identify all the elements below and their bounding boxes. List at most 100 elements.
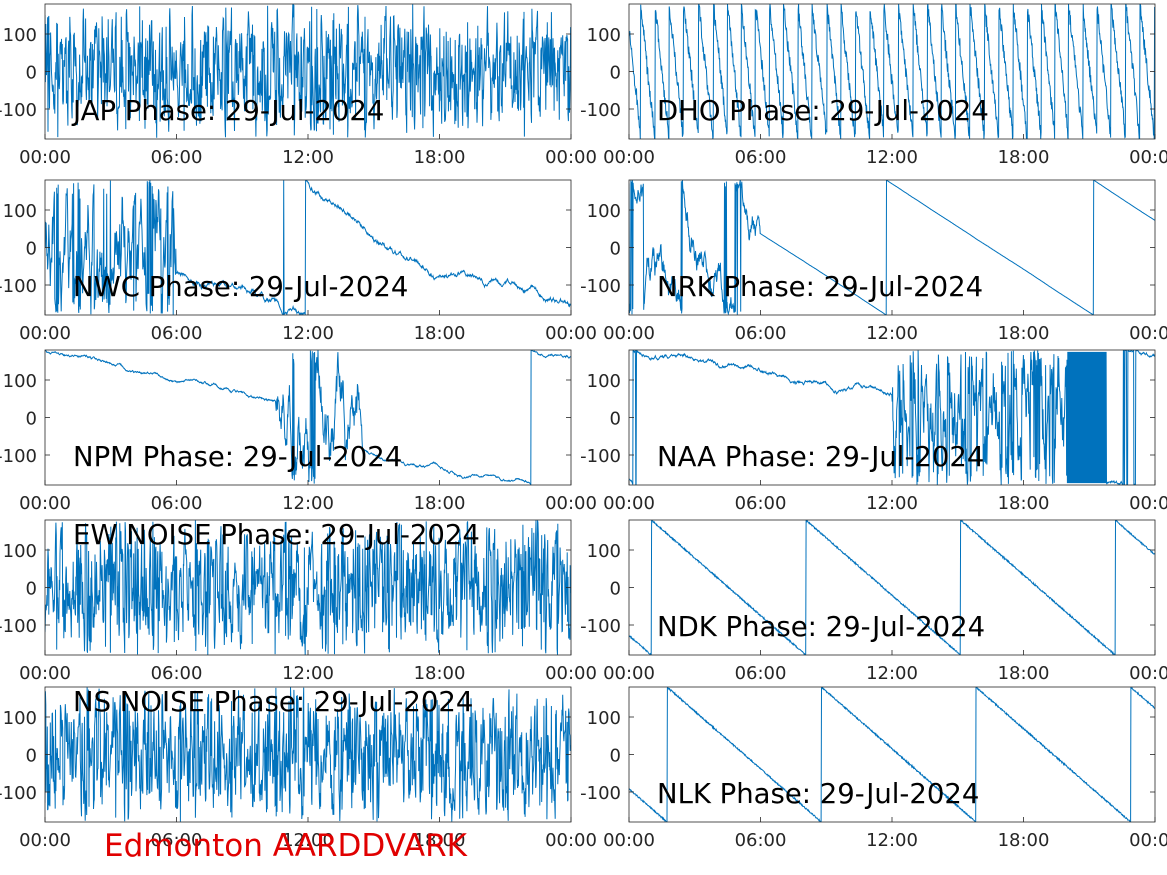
x-tick-label: 06:00 xyxy=(735,147,787,168)
subplot-title: DHO Phase: 29-Jul-2024 xyxy=(657,95,989,127)
y-tick-label: 100 xyxy=(587,708,621,729)
x-tick-label: 18:00 xyxy=(998,323,1050,344)
phase-series-line xyxy=(629,687,1155,822)
x-tick-label: 06:00 xyxy=(151,493,203,514)
x-tick-label: 18:00 xyxy=(998,663,1050,684)
phase-series-line xyxy=(629,520,1155,655)
x-tick-label: 12:00 xyxy=(866,147,918,168)
subplot-title: EW NOISE Phase: 29-Jul-2024 xyxy=(73,519,480,551)
y-tick-label: -100 xyxy=(580,783,621,804)
x-tick-label: 06:00 xyxy=(151,323,203,344)
x-tick-label: 06:00 xyxy=(151,147,203,168)
phase-series-line xyxy=(45,687,571,822)
x-tick-label: 00:00 xyxy=(1129,493,1167,514)
x-tick-label: 00:00 xyxy=(603,830,655,851)
phase-series-line xyxy=(45,4,571,138)
x-tick-label: 12:00 xyxy=(866,830,918,851)
x-tick-label: 00:00 xyxy=(545,323,597,344)
subplot-8: 100 0 -100 00:00 06:00 12:00 18:00 00:00 NS NOIS… xyxy=(0,686,597,851)
y-tick-label: 0 xyxy=(610,239,621,260)
x-tick-label: 06:00 xyxy=(735,663,787,684)
x-tick-label: 06:00 xyxy=(151,663,203,684)
y-tick-label: 0 xyxy=(26,239,37,260)
x-tick-label: 00:00 xyxy=(545,663,597,684)
y-tick-label: 0 xyxy=(610,409,621,430)
x-tick-label: 06:00 xyxy=(735,493,787,514)
subplot-6: 100 0 -100 00:00 06:00 12:00 18:00 00:00 EW NOIS… xyxy=(0,519,597,684)
y-tick-label: -100 xyxy=(580,276,621,297)
y-tick-label: 100 xyxy=(3,25,37,46)
x-tick-label: 12:00 xyxy=(866,663,918,684)
x-tick-label: 18:00 xyxy=(414,663,466,684)
y-tick-label: 0 xyxy=(610,746,621,767)
x-tick-label: 18:00 xyxy=(998,493,1050,514)
y-tick-label: -100 xyxy=(580,616,621,637)
y-tick-label: -100 xyxy=(580,100,621,121)
x-tick-label: 18:00 xyxy=(414,830,466,851)
x-tick-label: 00:00 xyxy=(545,147,597,168)
y-tick-label: -100 xyxy=(0,783,37,804)
subplot-title: NRK Phase: 29-Jul-2024 xyxy=(657,271,983,303)
phase-series-line xyxy=(45,520,571,655)
phase-series-line xyxy=(45,180,571,315)
x-tick-label: 18:00 xyxy=(414,147,466,168)
x-tick-label: 00:00 xyxy=(545,830,597,851)
phase-series-line xyxy=(629,4,1155,139)
phase-series-line xyxy=(629,180,1155,315)
x-tick-label: 12:00 xyxy=(282,663,334,684)
x-tick-label: 06:00 xyxy=(151,830,203,851)
y-tick-label: 0 xyxy=(26,409,37,430)
phase-series-line xyxy=(629,350,1155,485)
x-tick-label: 00:00 xyxy=(603,323,655,344)
x-tick-label: 00:00 xyxy=(19,147,71,168)
x-tick-label: 12:00 xyxy=(282,323,334,344)
y-tick-label: 0 xyxy=(26,579,37,600)
x-tick-label: 12:00 xyxy=(866,493,918,514)
y-tick-label: 100 xyxy=(3,708,37,729)
phase-series-line xyxy=(45,350,571,485)
subplot-title: NS NOISE Phase: 29-Jul-2024 xyxy=(73,686,473,718)
y-tick-label: 0 xyxy=(610,579,621,600)
x-tick-label: 00:00 xyxy=(603,663,655,684)
y-tick-label: 100 xyxy=(3,201,37,222)
y-tick-label: 100 xyxy=(587,371,621,392)
y-tick-label: 100 xyxy=(587,25,621,46)
subplot-title: NDK Phase: 29-Jul-2024 xyxy=(657,611,985,643)
x-tick-label: 00:00 xyxy=(19,663,71,684)
y-tick-label: 100 xyxy=(3,541,37,562)
x-tick-label: 00:00 xyxy=(1129,147,1167,168)
y-tick-label: -100 xyxy=(0,446,37,467)
y-tick-label: -100 xyxy=(0,616,37,637)
y-tick-label: 100 xyxy=(587,541,621,562)
x-tick-label: 00:00 xyxy=(603,147,655,168)
x-tick-label: 18:00 xyxy=(414,323,466,344)
y-tick-label: 100 xyxy=(3,371,37,392)
x-tick-label: 00:00 xyxy=(1129,323,1167,344)
x-tick-label: 12:00 xyxy=(282,830,334,851)
x-tick-label: 12:00 xyxy=(282,493,334,514)
x-tick-label: 18:00 xyxy=(998,830,1050,851)
subplot-title: NWC Phase: 29-Jul-2024 xyxy=(73,271,408,303)
x-tick-label: 00:00 xyxy=(1129,663,1167,684)
x-tick-label: 00:00 xyxy=(545,493,597,514)
y-tick-label: 0 xyxy=(610,63,621,84)
x-tick-label: 00:00 xyxy=(603,493,655,514)
x-tick-label: 12:00 xyxy=(282,147,334,168)
x-tick-label: 00:00 xyxy=(19,830,71,851)
x-tick-label: 00:00 xyxy=(1129,830,1167,851)
subplot-title: NAA Phase: 29-Jul-2024 xyxy=(657,441,984,473)
x-tick-label: 00:00 xyxy=(19,493,71,514)
x-tick-label: 18:00 xyxy=(998,147,1050,168)
y-tick-label: 0 xyxy=(26,63,37,84)
x-tick-label: 00:00 xyxy=(19,323,71,344)
subplot-title: JAP Phase: 29-Jul-2024 xyxy=(71,95,384,127)
station-label: Edmonton AARDDVARK xyxy=(104,828,468,864)
x-tick-label: 06:00 xyxy=(735,323,787,344)
